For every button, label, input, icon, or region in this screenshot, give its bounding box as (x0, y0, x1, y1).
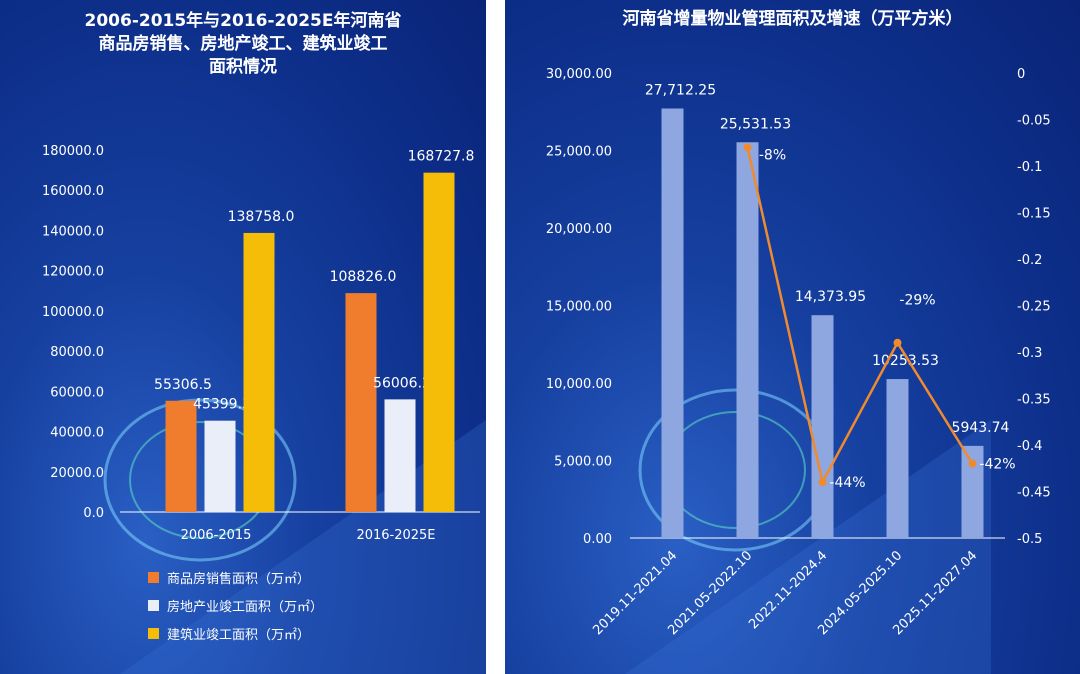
left-title-line-3: 面积情况 (209, 57, 277, 77)
y-right-tick-label: -0.15 (1017, 207, 1051, 222)
y-tick-label: 60000.0 (50, 385, 104, 400)
growth-data-label: -29% (899, 293, 935, 309)
y-right-tick-label: 0 (1017, 67, 1025, 82)
bar-data-label: 138758.0 (228, 209, 295, 225)
legend-label: 房地产业竣工面积（万㎡） (167, 600, 324, 615)
legend-swatch (148, 572, 159, 583)
left-title-line-1: 2006-2015年与2016-2025E年河南省 (84, 11, 402, 31)
y-right-tick-label: -0.2 (1017, 253, 1042, 268)
y-left-tick-label: 15,000.00 (546, 300, 612, 315)
bar (961, 445, 984, 538)
legend-swatch (148, 600, 159, 611)
y-tick-label: 20000.0 (50, 466, 104, 481)
bar (736, 142, 759, 538)
bar-data-label: 108826.0 (330, 269, 397, 285)
y-right-tick-label: -0.3 (1017, 346, 1042, 361)
bar-data-label: 5943.74 (952, 420, 1010, 436)
y-tick-label: 40000.0 (50, 426, 104, 441)
growth-data-label: -44% (829, 475, 865, 491)
legend-item: 房地产业竣工面积（万㎡） (148, 596, 323, 615)
bar (811, 315, 834, 538)
bar (204, 420, 236, 512)
y-left-tick-label: 25,000.00 (546, 145, 612, 160)
bar (165, 400, 197, 512)
y-left-tick-label: 0.00 (583, 532, 612, 547)
y-tick-label: 120000.0 (42, 265, 104, 280)
left-title-line-2: 商品房销售、房地产竣工、建筑业竣工 (98, 34, 388, 54)
y-right-tick-label: -0.5 (1017, 532, 1042, 547)
y-right-tick-label: -0.35 (1017, 393, 1051, 408)
x-tick-label: 2016-2025E (356, 528, 435, 543)
y-left-tick-label: 5,000.00 (554, 455, 612, 470)
bar (886, 379, 909, 538)
bar (661, 108, 684, 538)
y-right-tick-label: -0.4 (1017, 439, 1042, 454)
y-tick-label: 140000.0 (42, 224, 104, 239)
y-left-tick-label: 30,000.00 (546, 67, 612, 82)
y-left-tick-label: 10,000.00 (546, 377, 612, 392)
y-right-tick-label: -0.25 (1017, 300, 1051, 315)
growth-data-label: -42% (979, 457, 1015, 473)
y-left-tick-label: 20,000.00 (546, 222, 612, 237)
y-tick-label: 80000.0 (50, 345, 104, 360)
y-right-tick-label: -0.1 (1017, 160, 1042, 175)
left-chart-panel: 2006-2015年与2016-2025E年河南省 商品房销售、房地产竣工、建筑… (0, 0, 486, 674)
legend-item: 商品房销售面积（万㎡） (148, 568, 310, 587)
bar (423, 172, 455, 512)
growth-point (968, 459, 977, 468)
right-combo-chart: 0.00 5,000.00 10,000.00 15,000.00 20,000.00 2… (546, 67, 1051, 674)
decor-ring (664, 411, 806, 529)
bar-data-label: 168727.8 (408, 149, 475, 165)
bar-data-label: 55306.5 (154, 377, 212, 393)
bar (345, 293, 377, 512)
right-chart-panel: 河南省增量物业管理面积及增速（万平方米） 0.00 5,000.00 10,000.… (505, 0, 1080, 674)
growth-line (746, 147, 974, 486)
decor-ring (103, 398, 297, 562)
right-chart-title: 河南省增量物业管理面积及增速（万平方米） (622, 9, 963, 29)
y-tick-label: 180000.0 (42, 144, 104, 159)
bar-data-label: 56006.2 (373, 375, 431, 391)
bar-data-label: 27,712.25 (645, 82, 716, 98)
y-right-tick-label: -0.05 (1017, 114, 1051, 129)
x-tick-label: 2006-2015 (181, 528, 252, 543)
y-tick-label: 100000.0 (42, 305, 104, 320)
left-bar-chart: 0.0 20000.0 40000.0 60000.0 80000.0 100000.0 1… (42, 144, 486, 674)
legend-label: 建筑业竣工面积（万㎡） (167, 628, 311, 643)
y-tick-label: 0.0 (83, 506, 104, 521)
left-chart-title: 2006-2015年与2016-2025E年河南省 商品房销售、房地产竣工、建筑… (0, 10, 486, 79)
legend-label: 商品房销售面积（万㎡） (167, 572, 311, 587)
x-tick-label: 2019.11-2021.04 (590, 548, 680, 638)
growth-data-label: -8% (759, 147, 786, 163)
growth-point (893, 338, 902, 347)
bar-data-label: 14,373.95 (795, 289, 866, 305)
bar-data-label: 45399.3 (193, 397, 251, 413)
growth-point (818, 478, 827, 487)
legend-item: 建筑业竣工面积（万㎡） (148, 624, 310, 643)
bar-data-label: 25,531.53 (720, 116, 791, 132)
bar (384, 399, 416, 512)
legend-swatch (148, 628, 159, 639)
growth-point (743, 143, 752, 152)
y-tick-label: 160000.0 (42, 184, 104, 199)
y-right-tick-label: -0.45 (1017, 486, 1051, 501)
bar (243, 232, 275, 512)
